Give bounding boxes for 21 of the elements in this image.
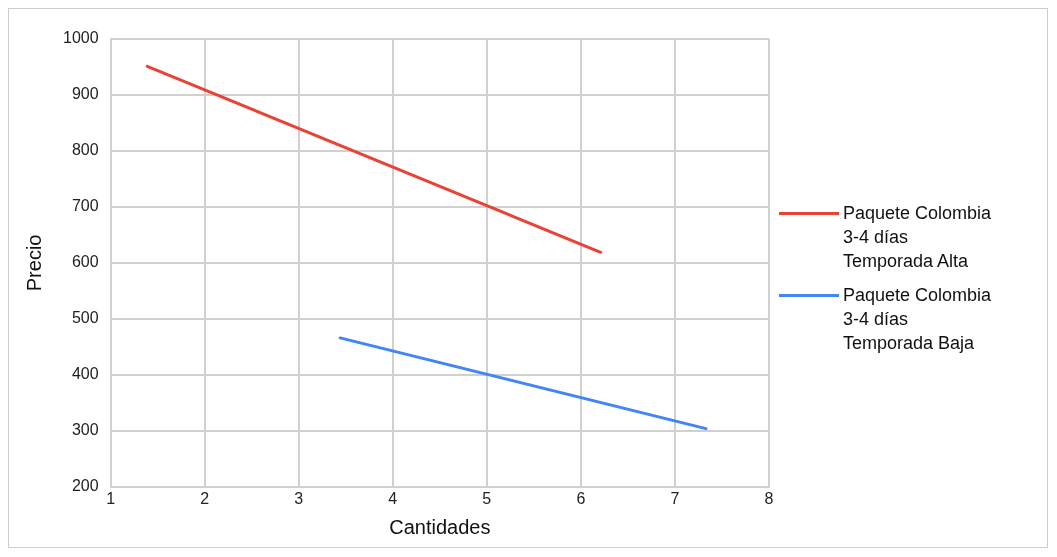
y-tick-label: 900	[71, 85, 99, 103]
y-axis-title: Precio	[22, 234, 45, 292]
y-tick-label: 1000	[63, 29, 99, 47]
y-tick-label: 800	[71, 141, 99, 159]
x-tick-label: 2	[200, 489, 210, 507]
y-tick-label: 500	[71, 309, 99, 327]
x-tick-label: 1	[106, 489, 116, 507]
x-axis-title: Cantidades	[389, 515, 491, 538]
x-tick-label: 6	[576, 489, 586, 507]
x-tick-label: 8	[764, 489, 774, 507]
x-tick-label: 3	[294, 489, 304, 507]
y-tick-label: 700	[71, 197, 99, 215]
x-tick-label: 4	[388, 489, 398, 507]
legend-label: Paquete Colombia 3-4 días Temporada Alta	[843, 202, 993, 273]
y-tick-label: 300	[71, 421, 99, 439]
legend-label: Paquete Colombia 3-4 días Temporada Baja	[843, 284, 993, 355]
x-tick-label: 5	[482, 489, 492, 507]
y-tick-label: 200	[71, 477, 99, 495]
y-tick-label: 600	[71, 253, 99, 271]
x-tick-label: 7	[670, 489, 680, 507]
y-tick-label: 400	[71, 365, 99, 383]
